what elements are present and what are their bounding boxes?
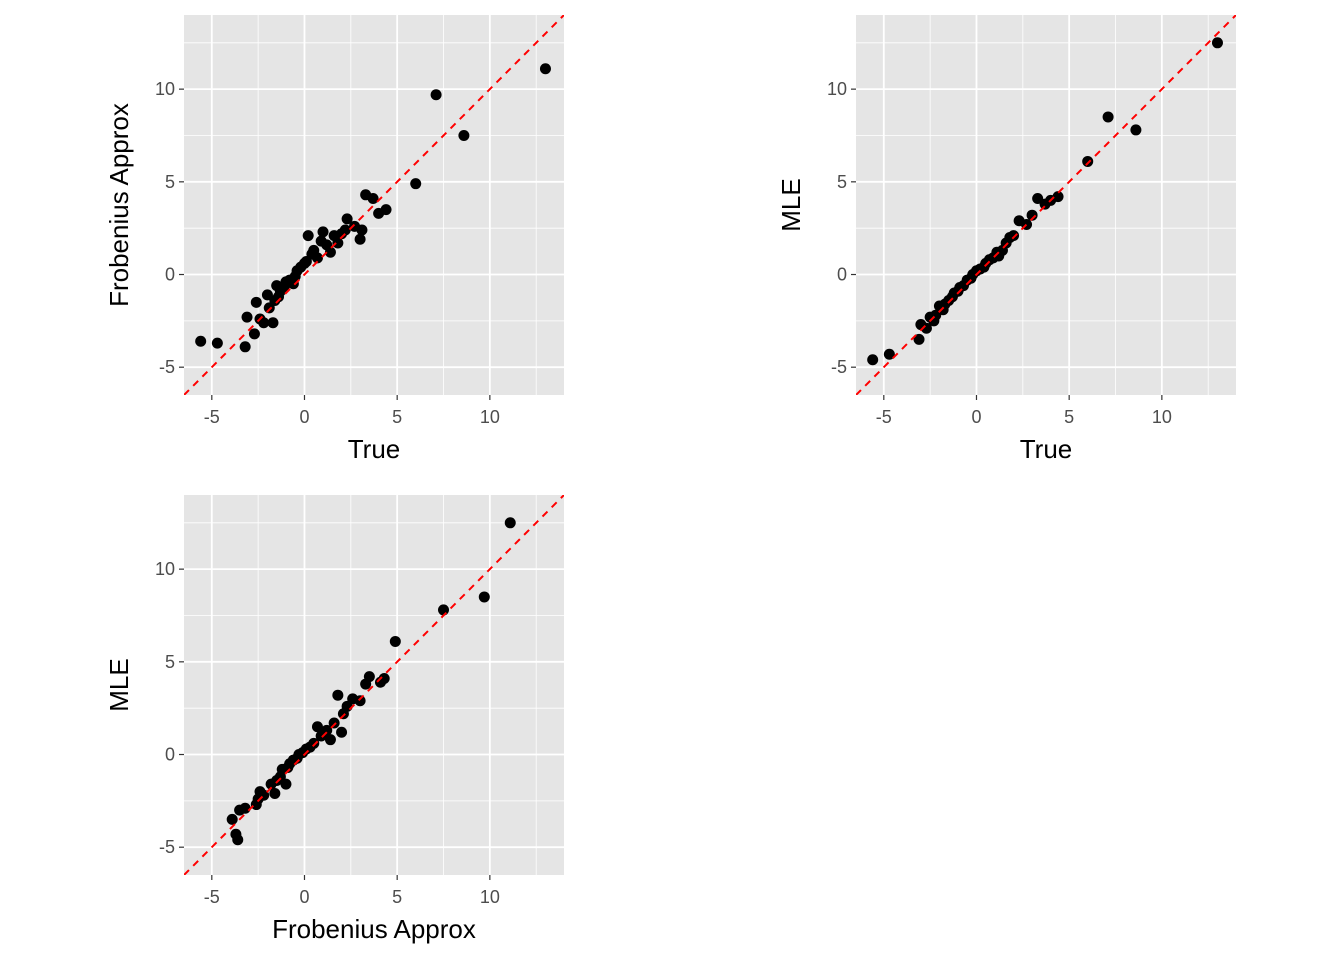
data-point <box>504 517 516 529</box>
data-point <box>410 178 422 190</box>
data-point <box>354 695 366 707</box>
data-point <box>250 296 262 308</box>
data-point <box>248 328 260 340</box>
x-tick-label: 5 <box>392 887 402 907</box>
data-point <box>378 673 390 685</box>
data-point <box>356 224 368 236</box>
scatter-panel-true-vs-mle: -5 0 5 10 -5 0 5 10 True MLE <box>776 15 1236 464</box>
data-point <box>1102 111 1114 123</box>
data-point <box>341 213 353 225</box>
data-point <box>195 335 207 347</box>
data-point <box>380 204 392 216</box>
y-tick-label: 10 <box>155 79 175 99</box>
data-point <box>239 341 251 353</box>
scatter-panel-true-vs-frobenius: -5 0 5 10 -5 0 5 10 True Frobenius Approx <box>104 15 564 464</box>
data-point <box>438 604 450 616</box>
data-point <box>367 193 379 205</box>
data-point <box>324 246 336 258</box>
y-tick-label: 5 <box>165 652 175 672</box>
x-tick-label: 5 <box>1064 407 1074 427</box>
data-point <box>241 311 253 323</box>
data-point <box>430 89 442 101</box>
data-point <box>913 333 925 345</box>
x-tick-label: 0 <box>299 407 309 427</box>
data-point <box>317 226 329 238</box>
data-point <box>867 354 879 366</box>
data-point <box>1008 230 1020 242</box>
data-point <box>267 317 279 329</box>
data-point <box>478 591 490 603</box>
y-tick-label: -5 <box>831 357 847 377</box>
x-tick-label: -5 <box>204 887 220 907</box>
data-point <box>1052 191 1064 203</box>
data-point <box>920 322 932 334</box>
data-point <box>269 787 281 799</box>
identity-reference-line <box>184 495 564 875</box>
data-point <box>1026 209 1038 221</box>
data-point <box>339 224 351 236</box>
x-tick-label: -5 <box>876 407 892 427</box>
data-point <box>539 63 551 75</box>
x-tick-label: 10 <box>1152 407 1172 427</box>
data-point <box>324 734 336 746</box>
data-point <box>258 317 270 329</box>
y-tick-label: -5 <box>159 837 175 857</box>
data-point <box>458 129 470 141</box>
y-tick-label: 10 <box>827 79 847 99</box>
data-point <box>1211 37 1223 49</box>
data-point <box>1130 124 1142 136</box>
identity-reference-line <box>184 15 564 395</box>
y-tick-label: 0 <box>837 265 847 285</box>
y-tick-label: 0 <box>165 265 175 285</box>
y-tick-label: 5 <box>165 172 175 192</box>
x-tick-label: 10 <box>480 407 500 427</box>
data-point <box>211 337 223 349</box>
x-tick-label: 10 <box>480 887 500 907</box>
data-point <box>311 252 323 264</box>
y-tick-label: -5 <box>159 357 175 377</box>
data-point <box>354 233 366 245</box>
y-axis-title: MLE <box>776 178 806 231</box>
data-point <box>389 635 401 647</box>
x-tick-label: 0 <box>971 407 981 427</box>
data-point <box>332 237 344 249</box>
data-point <box>226 813 238 825</box>
data-point <box>332 689 344 701</box>
data-point <box>280 778 292 790</box>
x-tick-label: 0 <box>299 887 309 907</box>
data-point <box>308 737 320 749</box>
data-point <box>1082 155 1094 167</box>
y-tick-label: 0 <box>165 745 175 765</box>
y-tick-label: 5 <box>837 172 847 192</box>
x-axis-title: True <box>348 434 401 464</box>
data-point <box>232 834 244 846</box>
x-tick-label: -5 <box>204 407 220 427</box>
x-axis-title: True <box>1020 434 1073 464</box>
data-point <box>883 348 895 360</box>
data-point <box>328 717 340 729</box>
x-tick-label: 5 <box>392 407 402 427</box>
data-point <box>311 721 323 733</box>
data-point <box>336 726 348 738</box>
data-point <box>239 802 251 814</box>
x-axis-title: Frobenius Approx <box>272 914 476 944</box>
data-point <box>363 671 375 683</box>
y-axis-title: MLE <box>104 658 134 711</box>
y-tick-label: 10 <box>155 559 175 579</box>
y-axis-title: Frobenius Approx <box>104 103 134 307</box>
identity-reference-line <box>856 15 1236 395</box>
data-point <box>302 230 314 242</box>
data-point <box>321 724 333 736</box>
